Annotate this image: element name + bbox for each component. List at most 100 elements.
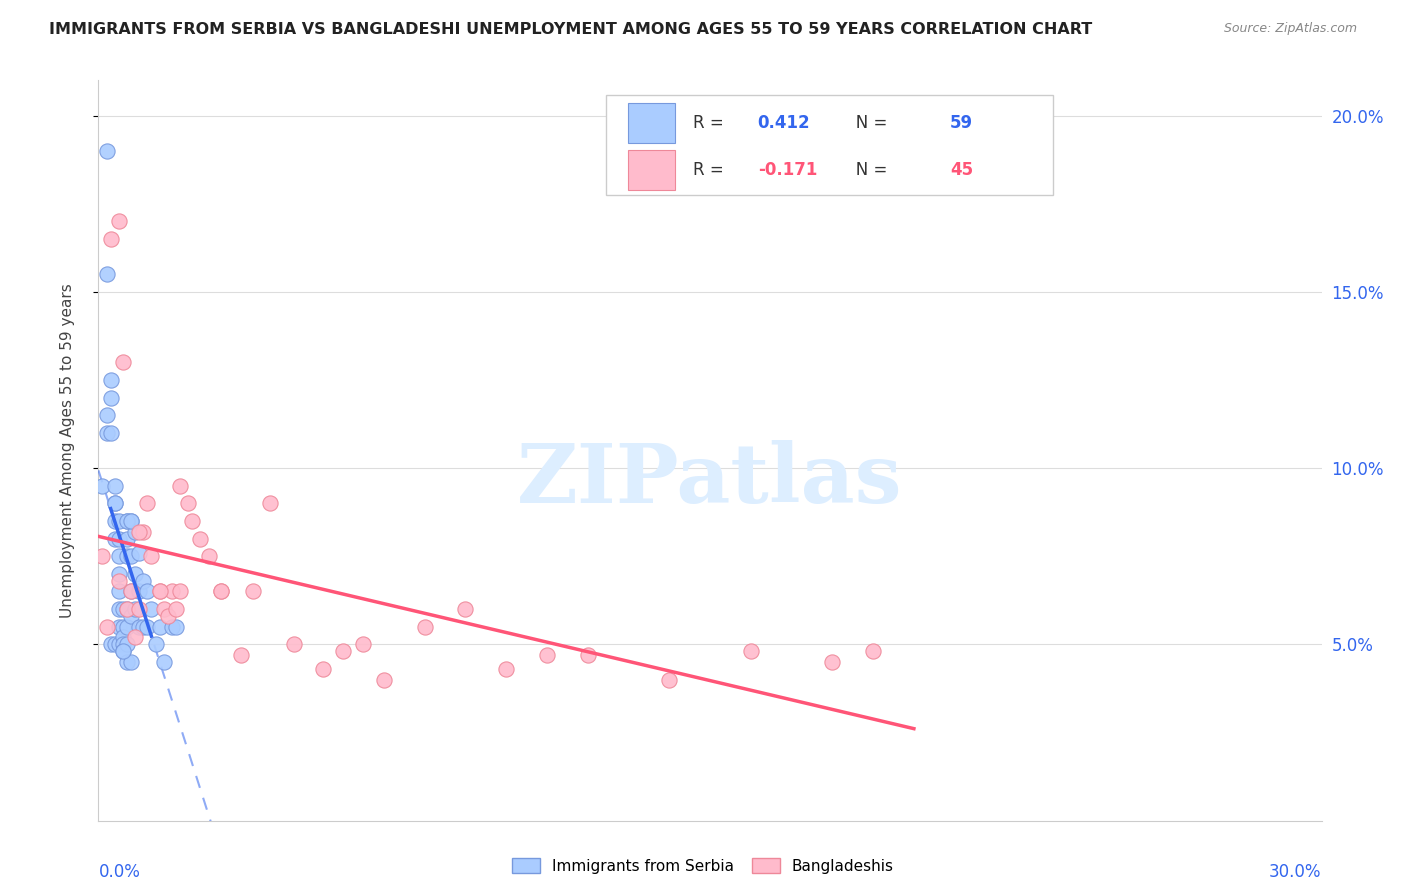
Point — [197, 549, 219, 564]
Point — [108, 532, 131, 546]
Point — [821, 655, 844, 669]
FancyBboxPatch shape — [628, 103, 675, 144]
Text: N =: N = — [839, 114, 893, 132]
Point — [132, 524, 155, 539]
Point — [188, 532, 212, 546]
Point — [165, 602, 187, 616]
FancyBboxPatch shape — [606, 95, 1053, 195]
Point — [115, 549, 138, 564]
Point — [242, 584, 264, 599]
Point — [111, 637, 134, 651]
Point — [104, 479, 127, 493]
Point — [141, 549, 163, 564]
Point — [108, 566, 131, 581]
Point — [283, 637, 305, 651]
Point — [104, 514, 127, 528]
Point — [413, 620, 436, 634]
Point — [120, 514, 142, 528]
Point — [108, 574, 131, 588]
Point — [111, 644, 134, 658]
Point — [576, 648, 599, 662]
Point — [128, 584, 150, 599]
Point — [108, 620, 131, 634]
Point — [149, 620, 172, 634]
Point — [454, 602, 477, 616]
Point — [115, 620, 138, 634]
Point — [111, 644, 134, 658]
Point — [231, 648, 253, 662]
Point — [160, 620, 183, 634]
Text: 59: 59 — [950, 114, 973, 132]
Point — [96, 267, 118, 281]
Text: R =: R = — [693, 114, 728, 132]
Point — [136, 496, 159, 510]
Point — [120, 584, 142, 599]
Point — [136, 620, 159, 634]
Point — [536, 648, 558, 662]
Point — [111, 602, 134, 616]
Point — [169, 479, 191, 493]
Point — [149, 584, 172, 599]
Point — [145, 637, 167, 651]
Point — [104, 496, 127, 510]
Point — [120, 584, 142, 599]
Point — [181, 514, 204, 528]
Text: 0.412: 0.412 — [758, 114, 810, 132]
Point — [128, 546, 150, 560]
Point — [141, 602, 163, 616]
Point — [177, 496, 200, 510]
Point — [169, 584, 191, 599]
Point — [115, 514, 138, 528]
Point — [132, 574, 155, 588]
Legend: Immigrants from Serbia, Bangladeshis: Immigrants from Serbia, Bangladeshis — [506, 852, 900, 880]
Text: IMMIGRANTS FROM SERBIA VS BANGLADESHI UNEMPLOYMENT AMONG AGES 55 TO 59 YEARS COR: IMMIGRANTS FROM SERBIA VS BANGLADESHI UN… — [49, 22, 1092, 37]
Point — [96, 425, 118, 440]
Point — [104, 637, 127, 651]
Point — [160, 584, 183, 599]
Point — [96, 408, 118, 422]
Point — [91, 549, 114, 564]
FancyBboxPatch shape — [628, 150, 675, 190]
Point — [96, 144, 118, 158]
Point — [111, 620, 134, 634]
Text: 30.0%: 30.0% — [1270, 863, 1322, 881]
Point — [120, 609, 142, 624]
Point — [332, 644, 354, 658]
Point — [100, 391, 122, 405]
Point — [209, 584, 232, 599]
Text: R =: R = — [693, 161, 728, 179]
Point — [115, 514, 138, 528]
Point — [120, 514, 142, 528]
Point — [96, 620, 118, 634]
Point — [495, 662, 517, 676]
Point — [209, 584, 232, 599]
Text: N =: N = — [839, 161, 893, 179]
Point — [128, 620, 150, 634]
Point — [120, 549, 142, 564]
Point — [165, 620, 187, 634]
Point — [259, 496, 281, 510]
Text: 0.0%: 0.0% — [98, 863, 141, 881]
Point — [124, 524, 146, 539]
Point — [108, 514, 131, 528]
Point — [156, 609, 179, 624]
Point — [108, 584, 131, 599]
Point — [152, 602, 174, 616]
Point — [136, 584, 159, 599]
Text: ZIPatlas: ZIPatlas — [517, 440, 903, 520]
Point — [100, 373, 122, 387]
Point — [373, 673, 395, 687]
Point — [128, 524, 150, 539]
Point — [115, 532, 138, 546]
Point — [152, 655, 174, 669]
Point — [115, 602, 138, 616]
Point — [312, 662, 335, 676]
Point — [108, 602, 131, 616]
Point — [149, 584, 172, 599]
Point — [108, 549, 131, 564]
Point — [352, 637, 374, 651]
Point — [740, 644, 762, 658]
Point — [120, 655, 142, 669]
Point — [124, 602, 146, 616]
Point — [115, 602, 138, 616]
